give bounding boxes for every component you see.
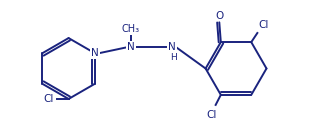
Text: Cl: Cl: [207, 110, 217, 120]
Text: N: N: [168, 42, 176, 52]
Text: N: N: [127, 42, 135, 52]
Text: H: H: [170, 53, 176, 62]
Text: CH₃: CH₃: [122, 24, 140, 34]
Text: O: O: [215, 11, 223, 21]
Text: Cl: Cl: [258, 20, 269, 30]
Text: N: N: [91, 48, 99, 58]
Text: Cl: Cl: [43, 94, 53, 104]
